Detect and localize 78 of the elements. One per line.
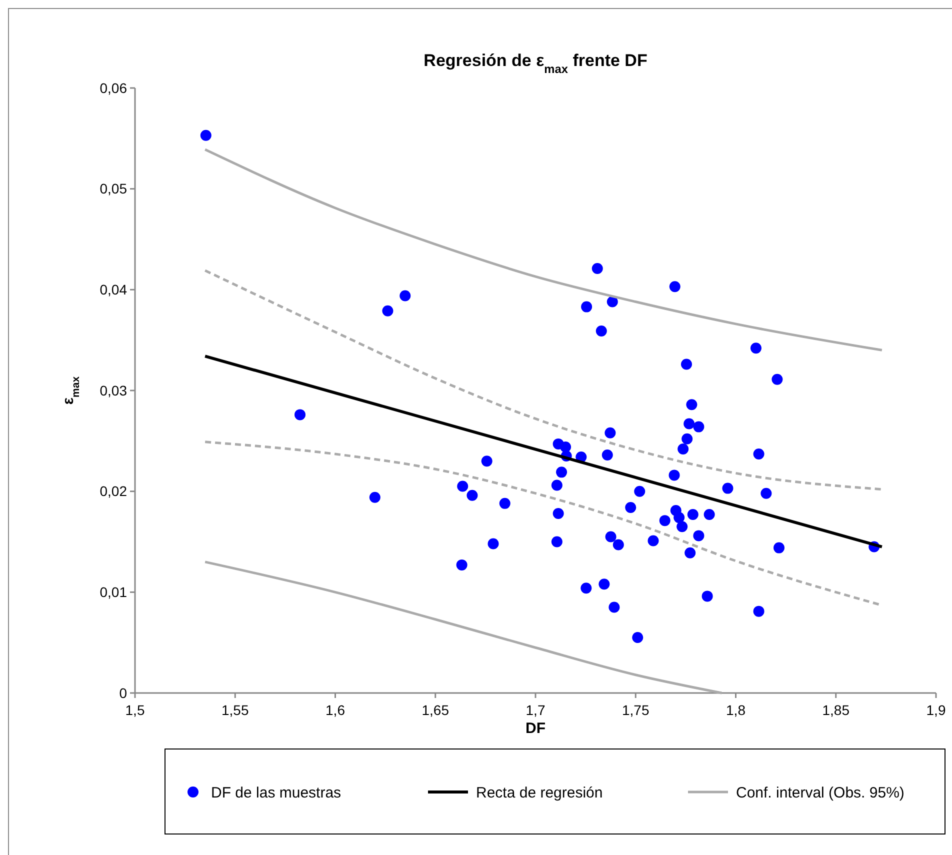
point	[753, 448, 764, 460]
point	[648, 535, 659, 546]
point	[680, 358, 692, 370]
point	[693, 421, 704, 432]
point	[598, 578, 610, 590]
chart-title: Regresión de ε$_{max}$ frente DF	[424, 51, 648, 76]
point	[750, 342, 762, 354]
x-tick-label: 1,75	[622, 702, 650, 718]
point	[722, 482, 734, 494]
point	[604, 427, 616, 438]
point	[556, 466, 568, 478]
point	[369, 492, 380, 503]
point	[753, 606, 764, 617]
point	[606, 296, 618, 308]
point	[592, 262, 603, 274]
point	[608, 602, 620, 613]
x-tick-label: 1,85	[822, 702, 850, 718]
point	[772, 374, 783, 385]
point	[760, 488, 772, 499]
point	[684, 418, 695, 430]
x-tick-label: 1,9	[926, 702, 946, 718]
point	[676, 521, 688, 532]
point	[684, 547, 696, 558]
x-tick-label: 1,7	[526, 702, 546, 718]
point	[602, 450, 613, 461]
line-series	[204, 560, 723, 694]
y-tick-label: 0,01	[100, 584, 128, 600]
point	[668, 470, 680, 481]
point	[687, 509, 698, 520]
point	[382, 305, 394, 316]
point	[674, 512, 685, 524]
y-tick-label: 0,05	[100, 180, 128, 197]
line-series	[204, 269, 884, 491]
point	[552, 508, 564, 520]
point	[400, 290, 411, 302]
x-axis-title: DF	[526, 720, 546, 737]
point	[596, 326, 607, 337]
point	[632, 632, 644, 644]
point	[551, 480, 562, 491]
y-tick-label: 0,03	[100, 382, 128, 398]
point	[456, 559, 468, 570]
x-tick-label: 1,5	[125, 702, 145, 718]
point	[551, 536, 562, 548]
legend-label: Recta de regresión	[476, 784, 603, 802]
x-tick-label: 1,65	[422, 702, 450, 718]
y-tick-label: 0,04	[100, 282, 128, 298]
point	[581, 301, 592, 312]
x-tick-label: 1,55	[222, 702, 249, 718]
point	[457, 480, 468, 492]
legend-label: DF de las muestras	[211, 784, 342, 802]
y-tick-label: 0,02	[100, 483, 128, 500]
x-tick-label: 1,6	[326, 702, 346, 718]
point	[294, 409, 306, 420]
point	[481, 456, 492, 467]
point	[625, 502, 636, 513]
point	[704, 509, 715, 520]
point	[678, 443, 689, 454]
point	[659, 515, 670, 526]
point	[488, 538, 499, 550]
line-series	[204, 148, 884, 352]
point	[580, 582, 592, 594]
point	[466, 490, 478, 501]
point	[686, 399, 698, 410]
y-tick-label: 0	[119, 684, 128, 701]
point	[693, 530, 704, 542]
point	[774, 542, 785, 554]
point	[605, 531, 616, 542]
point	[560, 441, 572, 452]
y-tick-label: 0,06	[100, 80, 128, 96]
legend-label: Conf. interval (Obs. 95%)	[736, 784, 904, 802]
point	[682, 433, 693, 444]
point	[634, 486, 646, 497]
x-tick-label: 1,8	[726, 702, 746, 718]
point	[702, 590, 713, 602]
point	[200, 130, 212, 141]
point	[499, 498, 510, 509]
point	[669, 281, 680, 292]
point	[612, 539, 624, 550]
